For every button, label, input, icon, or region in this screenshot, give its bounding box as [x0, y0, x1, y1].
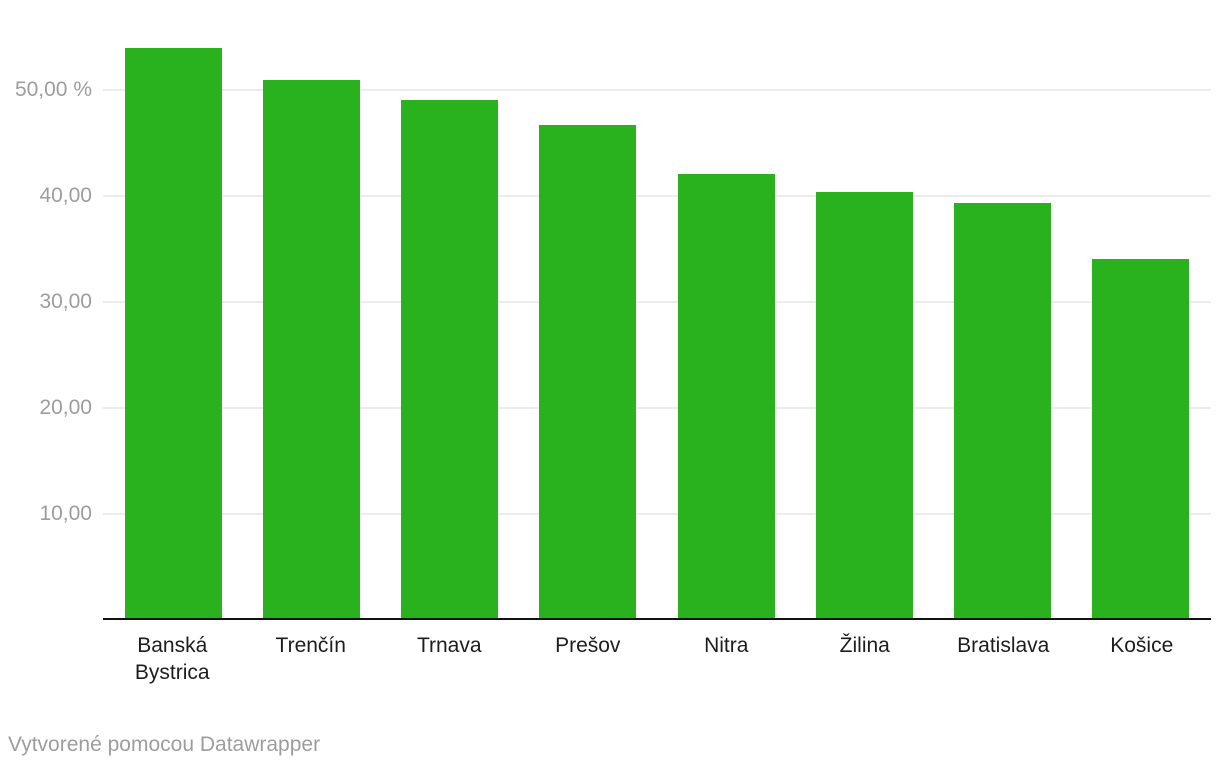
bars-row: [103, 0, 1211, 618]
y-axis-tick-label-30: 30,00: [39, 290, 92, 313]
attribution-text: Vytvorené pomocou: [8, 733, 200, 756]
gridline-30: [103, 301, 1211, 303]
x-axis-label-kosice: Košice: [1110, 634, 1174, 657]
gridline-50: [103, 89, 1211, 91]
bar-kosice: [1091, 258, 1189, 618]
attribution: Vytvorené pomocou Datawrapper: [8, 732, 320, 758]
bar-nitra: [677, 173, 775, 618]
x-axis-label-trnava: Trnava: [416, 634, 482, 657]
bar-trencin: [263, 80, 361, 618]
datawrapper-link[interactable]: Datawrapper: [199, 733, 321, 756]
x-axis-label-presov: Prešov: [555, 634, 621, 657]
bar-bratislava: [953, 203, 1051, 618]
bar-zilina: [815, 191, 913, 618]
bar-presov: [539, 124, 637, 618]
y-axis-tick-label-40: 40,00: [39, 184, 92, 207]
x-axis-label-bratislava: Bratislava: [957, 634, 1050, 657]
y-axis-tick-label-10: 10,00: [39, 502, 92, 525]
y-axis-tick-label-50: 50,00 %: [14, 78, 92, 101]
x-axis-label-zilina: Žilina: [839, 634, 890, 657]
gridline-20: [103, 407, 1211, 409]
x-axis-label-nitra: Nitra: [704, 634, 749, 657]
bar-banska-bystrica: [125, 47, 222, 618]
x-axis-label-trencin: Trenčín: [275, 634, 346, 657]
x-axis-label-banska-bystrica: Banská Bystrica: [134, 634, 210, 684]
gridline-10: [103, 513, 1211, 515]
x-axis-labels: Banská Bystrica Trenčín Trnava Prešov Ni…: [103, 632, 1211, 686]
bar-trnava: [401, 99, 499, 618]
gridline-40: [103, 195, 1211, 197]
y-axis-tick-label-20: 20,00: [39, 396, 92, 419]
plot-area: 10,00 20,00 30,00 40,00 50,00 %: [15, 0, 1211, 620]
